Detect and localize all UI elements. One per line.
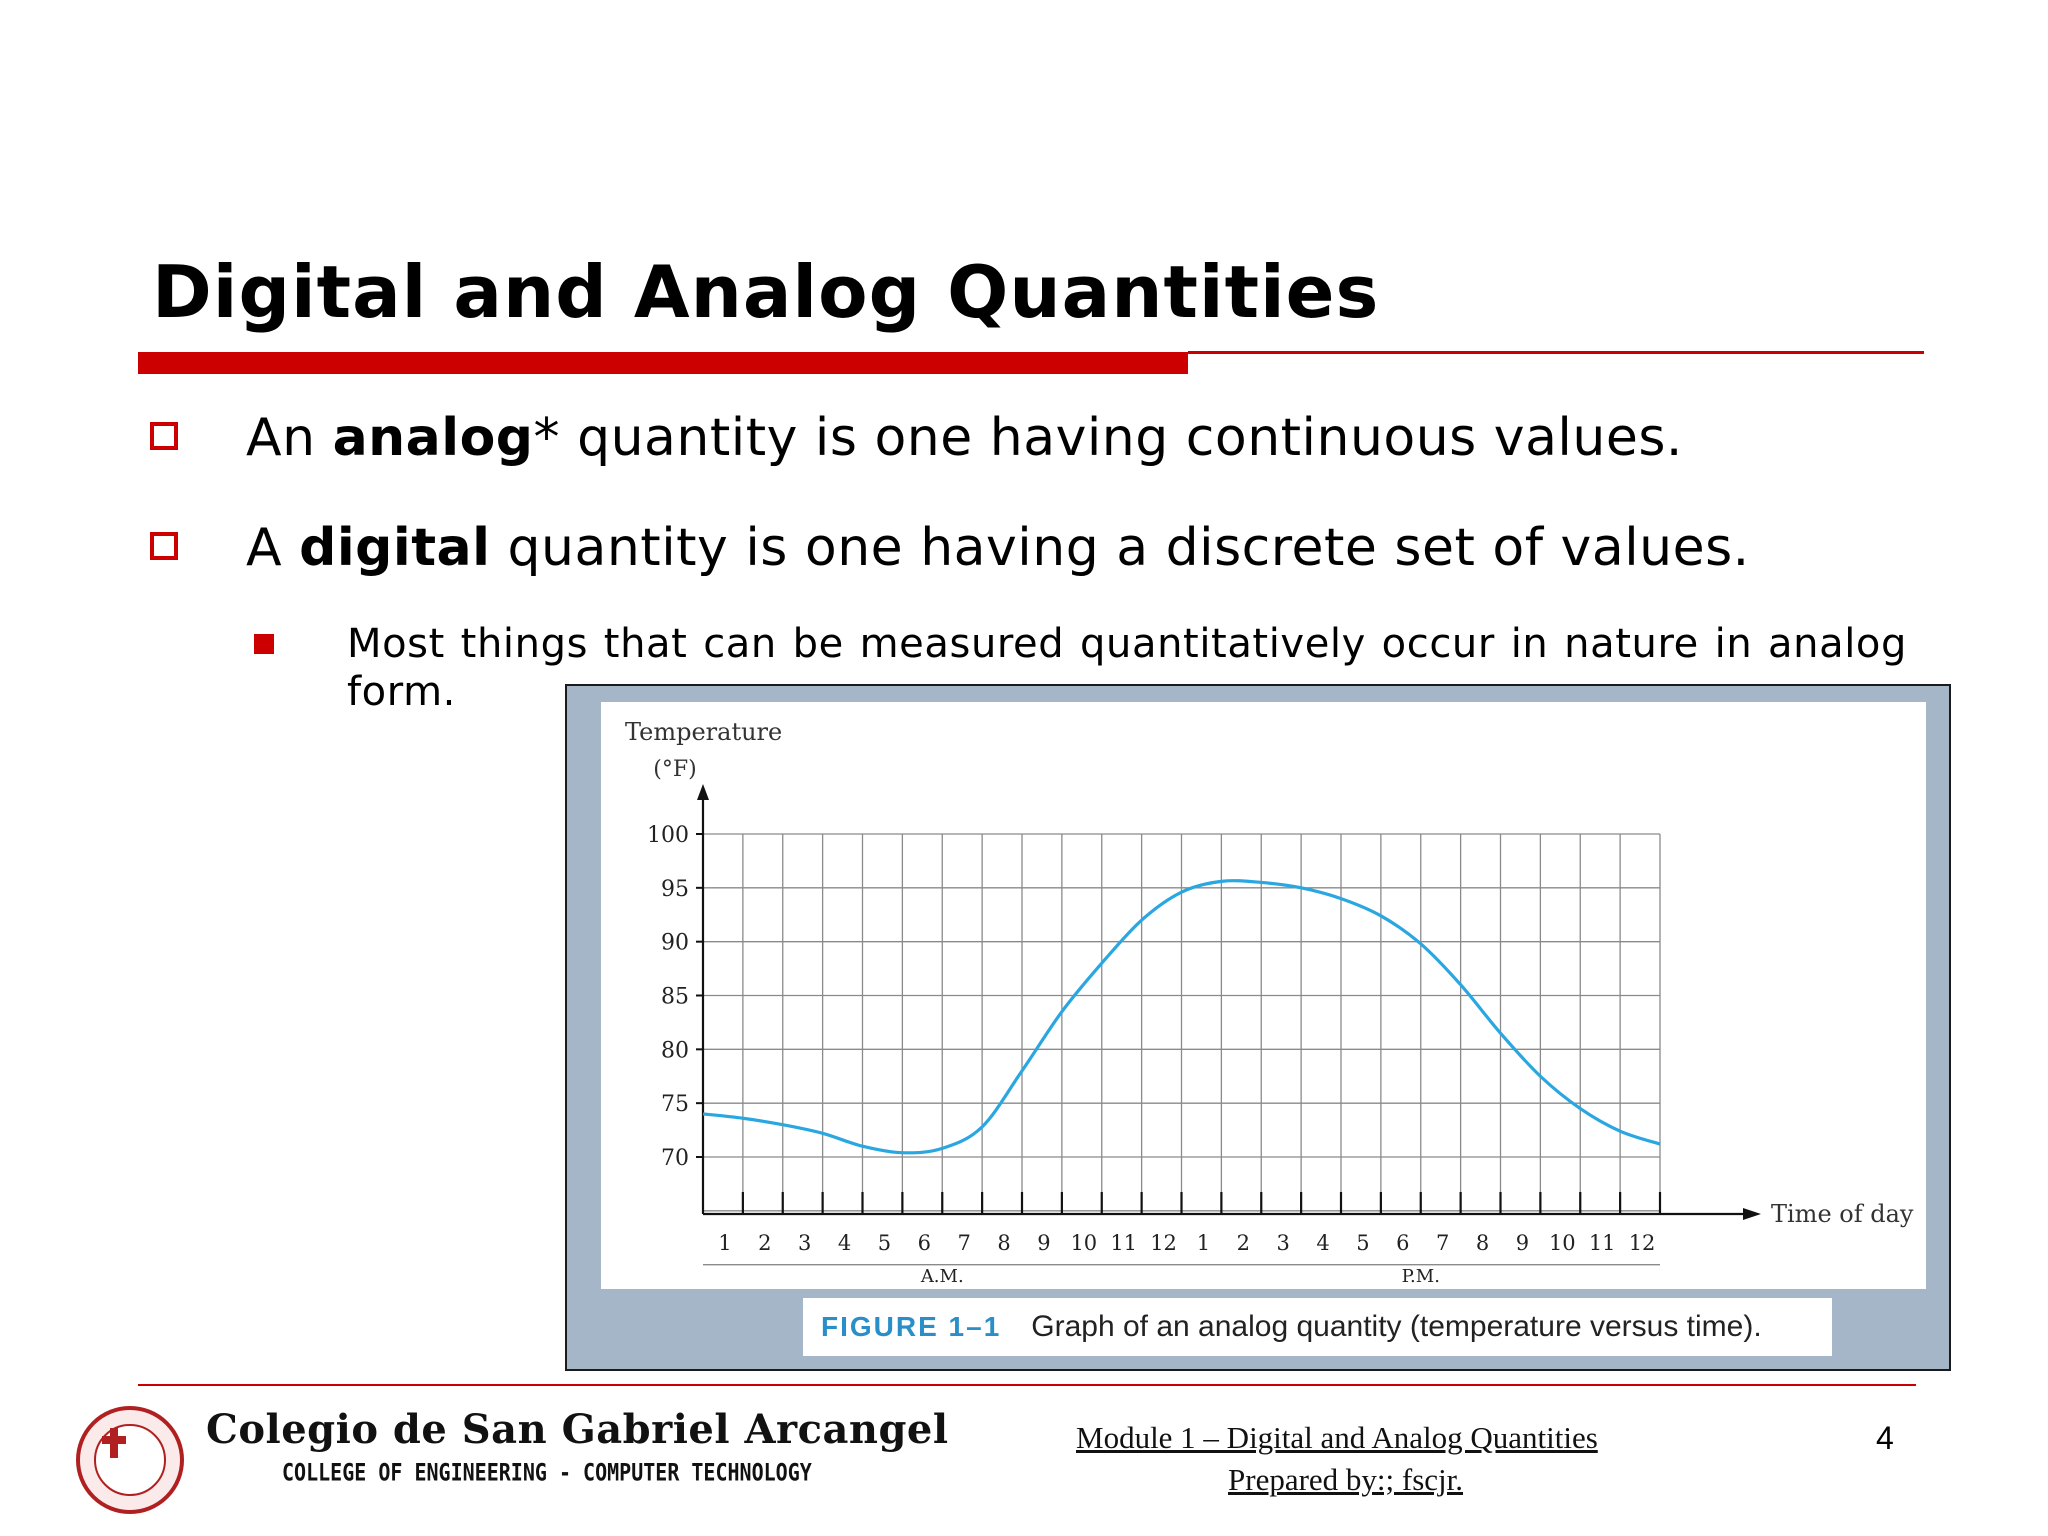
bullet-digital-prefix: A bbox=[246, 518, 300, 578]
x-tick-label: 3 bbox=[798, 1231, 811, 1255]
x-tick-label: 7 bbox=[958, 1231, 971, 1255]
footer-divider bbox=[138, 1384, 1916, 1386]
bullet-digital-rest: quantity is one having a discrete set of… bbox=[490, 518, 1750, 578]
y-tick-label: 70 bbox=[661, 1146, 689, 1171]
x-axis-title: Time of day bbox=[1771, 1200, 1914, 1228]
pm-label: P.M. bbox=[1402, 1266, 1440, 1287]
title-underline-thick bbox=[138, 352, 1188, 374]
temperature-chart: 100 95 90 85 80 75 70 1 2 3 4 5 6 7 8 9 10 11 12 1 2 3 4 5 6 7 8 9 1… bbox=[601, 702, 1926, 1289]
y-axis-unit: (°F) bbox=[653, 757, 696, 782]
sub-bullet-square-icon bbox=[254, 634, 274, 654]
x-tick-label: 11 bbox=[1589, 1231, 1616, 1255]
x-tick-label: 9 bbox=[1516, 1231, 1529, 1255]
temperature-series-line bbox=[702, 879, 1661, 1155]
x-tick-label: 11 bbox=[1110, 1231, 1137, 1255]
x-tick-label: 4 bbox=[1316, 1231, 1329, 1255]
x-tick-label: 5 bbox=[1356, 1231, 1369, 1255]
x-tick-label: 8 bbox=[1476, 1231, 1489, 1255]
bullet-analog: An analog* quantity is one having contin… bbox=[246, 408, 1683, 468]
x-tick-label: 12 bbox=[1150, 1231, 1177, 1255]
y-axis-title: Temperature bbox=[625, 718, 782, 746]
bullet-analog-prefix: An bbox=[246, 408, 333, 468]
x-tick-label: 6 bbox=[1396, 1231, 1409, 1255]
slide-title: Digital and Analog Quantities bbox=[152, 250, 1380, 334]
college-seal-logo bbox=[76, 1406, 184, 1514]
x-axis-arrow-icon bbox=[1743, 1208, 1761, 1220]
y-axis-arrow-icon bbox=[697, 784, 709, 800]
bullet-digital: A digital quantity is one having a discr… bbox=[246, 518, 1750, 578]
figure-caption: FIGURE 1–1 Graph of an analog quantity (… bbox=[803, 1298, 1832, 1356]
sub-bullet-text: Most things that can be measured quantit… bbox=[347, 621, 1907, 715]
college-name: Colegio de San Gabriel Arcangel bbox=[206, 1406, 949, 1453]
bullet-analog-bold: analog bbox=[332, 408, 534, 468]
prepared-by-link[interactable]: Prepared by:; fscjr. bbox=[1228, 1462, 1464, 1497]
x-tick-label: 2 bbox=[1237, 1231, 1250, 1255]
am-label: A.M. bbox=[920, 1266, 964, 1287]
x-tick-label: 1 bbox=[1197, 1231, 1210, 1255]
x-tick-label: 4 bbox=[838, 1231, 851, 1255]
seal-cross-bar bbox=[102, 1436, 126, 1444]
y-tick-label: 90 bbox=[661, 931, 689, 956]
y-tick-label: 95 bbox=[661, 877, 689, 902]
x-tick-label: 9 bbox=[1037, 1231, 1050, 1255]
y-tick-label: 85 bbox=[661, 985, 689, 1010]
bullet-analog-rest: * quantity is one having continuous valu… bbox=[533, 408, 1683, 468]
x-tick-label: 10 bbox=[1070, 1231, 1097, 1255]
y-tick-label: 75 bbox=[661, 1092, 689, 1117]
bullet-square-icon bbox=[150, 422, 178, 450]
module-link[interactable]: Module 1 – Digital and Analog Quantities bbox=[1076, 1420, 1598, 1455]
y-tick-label: 100 bbox=[647, 823, 689, 848]
x-tick-label: 8 bbox=[997, 1231, 1010, 1255]
x-tick-label: 6 bbox=[918, 1231, 931, 1255]
title-underline-thin bbox=[1188, 351, 1924, 354]
x-tick-label: 5 bbox=[878, 1231, 891, 1255]
x-tick-label: 3 bbox=[1277, 1231, 1290, 1255]
figure-caption-text: Graph of an analog quantity (temperature… bbox=[1031, 1310, 1762, 1343]
bullet-square-icon bbox=[150, 532, 178, 560]
x-tick-label: 2 bbox=[758, 1231, 771, 1255]
college-subtitle: COLLEGE OF ENGINEERING - COMPUTER TECHNO… bbox=[282, 1457, 812, 1487]
seal-inner-ring bbox=[94, 1424, 166, 1496]
y-tick-label: 80 bbox=[661, 1038, 689, 1063]
figure-caption-label: FIGURE 1–1 bbox=[821, 1311, 1002, 1342]
page-number: 4 bbox=[1876, 1420, 1894, 1456]
x-tick-label: 7 bbox=[1436, 1231, 1449, 1255]
x-tick-label: 10 bbox=[1549, 1231, 1576, 1255]
x-tick-label: 12 bbox=[1629, 1231, 1656, 1255]
bullet-digital-bold: digital bbox=[299, 518, 491, 578]
x-tick-label: 1 bbox=[718, 1231, 731, 1255]
